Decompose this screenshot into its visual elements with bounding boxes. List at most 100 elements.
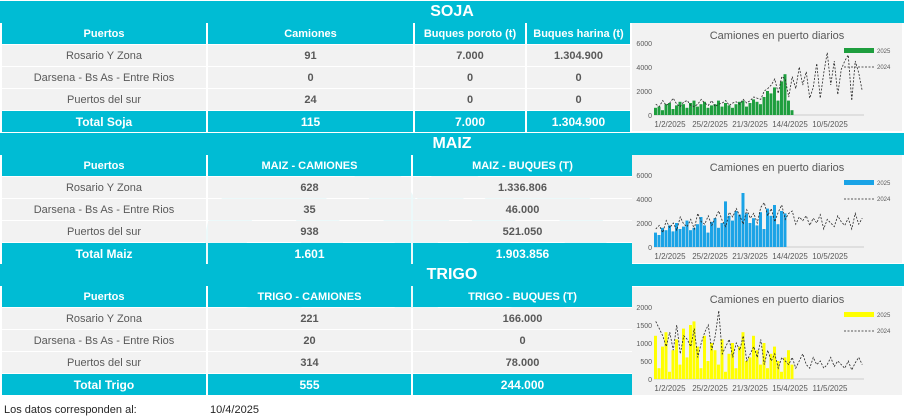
bar-2025 xyxy=(790,364,794,379)
bar-2025 xyxy=(745,213,748,247)
ships-value: 0 xyxy=(413,330,632,351)
table-row: Darsena - Bs As - Entre Rios 20 0 xyxy=(2,330,632,351)
bar-2025 xyxy=(769,93,773,115)
soja-section-title: SOJA xyxy=(0,1,904,23)
column-header: MAIZ - BUQUES (T) xyxy=(413,155,632,176)
trucks-value: 314 xyxy=(208,352,411,373)
bar-2025 xyxy=(776,361,780,379)
trigo-trucks-chart: Camiones en puerto diarios 0 500 1000 1500 20… xyxy=(632,287,902,395)
table-row: Darsena - Bs As - Entre Rios 0 0 0 xyxy=(2,67,630,88)
bar-2025 xyxy=(780,211,783,247)
y-tick-label: 1000 xyxy=(636,341,652,348)
trucks-value: 0 xyxy=(208,67,413,88)
port-name: Darsena - Bs As - Entre Rios xyxy=(2,330,206,351)
trigo-table: Puertos TRIGO - CAMIONES TRIGO - BUQUES … xyxy=(0,285,634,396)
bar-2025 xyxy=(675,223,678,247)
bar-2025 xyxy=(664,230,668,247)
bar-2025 xyxy=(731,343,734,379)
bar-2025 xyxy=(682,328,685,379)
bar-2025 xyxy=(724,201,727,247)
x-tick-label: 1/2/2025 xyxy=(654,120,686,129)
y-tick-label: 2000 xyxy=(636,221,652,228)
total-trucks: 1.601 xyxy=(208,243,411,264)
y-tick-label: 4000 xyxy=(636,197,652,204)
legend-label-2025: 2025 xyxy=(877,313,891,319)
bar-2025 xyxy=(755,350,759,379)
bar-2025 xyxy=(664,332,668,379)
bar-2025 xyxy=(661,227,664,247)
bar-2025 xyxy=(741,100,745,115)
chart-svg: Camiones en puerto diarios 0 500 1000 1500 20… xyxy=(632,287,902,395)
meal-ships-value: 0 xyxy=(527,67,630,88)
bar-2025 xyxy=(657,368,661,379)
x-tick-label: 11/5/2025 xyxy=(813,384,849,393)
column-header: MAIZ - CAMIONES xyxy=(208,155,411,176)
bar-2025 xyxy=(654,335,657,379)
total-trucks: 115 xyxy=(208,111,413,132)
bar-2025 xyxy=(752,335,755,379)
y-tick-label: 0 xyxy=(648,245,652,252)
bar-2025 xyxy=(699,104,703,115)
bar-2025 xyxy=(717,227,720,247)
port-name: Darsena - Bs As - Entre Rios xyxy=(2,199,206,220)
table-row: Puertos del sur 24 0 0 xyxy=(2,89,630,110)
bar-2025 xyxy=(769,353,773,379)
trucks-value: 20 xyxy=(208,330,411,351)
bar-2025 xyxy=(699,217,703,247)
bar-2025 xyxy=(710,343,713,379)
legend-label-2024: 2024 xyxy=(877,329,891,335)
bar-2025 xyxy=(692,227,696,247)
column-header: Puertos xyxy=(2,155,206,176)
bar-2025 xyxy=(776,100,780,115)
x-tick-label: 14/4/2025 xyxy=(772,120,808,129)
total-meal-ships: 1.304.900 xyxy=(527,111,630,132)
bar-2025 xyxy=(790,110,794,115)
bar-2025 xyxy=(689,103,692,115)
chart-title: Camiones en puerto diarios xyxy=(710,30,845,42)
bar-2025 xyxy=(661,346,664,379)
legend-swatch-2025 xyxy=(844,48,874,53)
ships-value: 1.336.806 xyxy=(413,177,632,198)
y-tick-label: 4000 xyxy=(636,65,652,72)
trigo-header-row: Puertos TRIGO - CAMIONES TRIGO - BUQUES … xyxy=(2,286,632,307)
bar-2025 xyxy=(776,224,780,247)
bar-2025 xyxy=(745,106,748,115)
beans-ships-value: 0 xyxy=(415,89,525,110)
bar-2025 xyxy=(724,371,727,379)
trucks-value: 628 xyxy=(208,177,411,198)
bar-2025 xyxy=(668,371,671,379)
maiz-section-title: MAIZ xyxy=(0,133,904,155)
bar-2025 xyxy=(682,104,685,115)
total-trucks: 555 xyxy=(208,374,411,395)
bar-2025 xyxy=(661,110,664,115)
ships-value: 166.000 xyxy=(413,308,632,329)
y-tick-label: 0 xyxy=(648,377,652,384)
y-tick-label: 0 xyxy=(648,113,652,120)
bar-2025 xyxy=(783,213,787,247)
bar-2025 xyxy=(727,105,731,115)
bar-2025 xyxy=(678,101,682,115)
footer-date-value: 10/4/2025 xyxy=(210,404,259,416)
bar-2025 xyxy=(773,87,776,115)
port-name: Puertos del sur xyxy=(2,89,206,110)
y-tick-label: 6000 xyxy=(636,173,652,180)
bar-2025 xyxy=(738,346,741,379)
column-header: TRIGO - BUQUES (T) xyxy=(413,286,632,307)
chart-title: Camiones en puerto diarios xyxy=(710,294,845,306)
trigo-section-title: TRIGO xyxy=(0,264,904,286)
chart-svg: Camiones en puerto diarios 0 2000 4000 6000 1… xyxy=(632,155,902,263)
bar-2025 xyxy=(713,218,717,247)
bar-2025 xyxy=(710,221,713,247)
bar-2025 xyxy=(696,224,699,247)
beans-ships-value: 0 xyxy=(415,67,525,88)
x-tick-label: 14/4/2025 xyxy=(772,252,808,261)
bar-2025 xyxy=(787,100,790,115)
bar-2025 xyxy=(783,74,787,115)
bar-2025 xyxy=(748,223,752,247)
bar-2025 xyxy=(734,104,738,115)
bar-2025 xyxy=(654,232,657,247)
ships-value: 78.000 xyxy=(413,352,632,373)
bar-2025 xyxy=(738,214,741,247)
total-row: Total Trigo 555 244.000 xyxy=(2,374,632,395)
bar-2025 xyxy=(657,106,661,115)
